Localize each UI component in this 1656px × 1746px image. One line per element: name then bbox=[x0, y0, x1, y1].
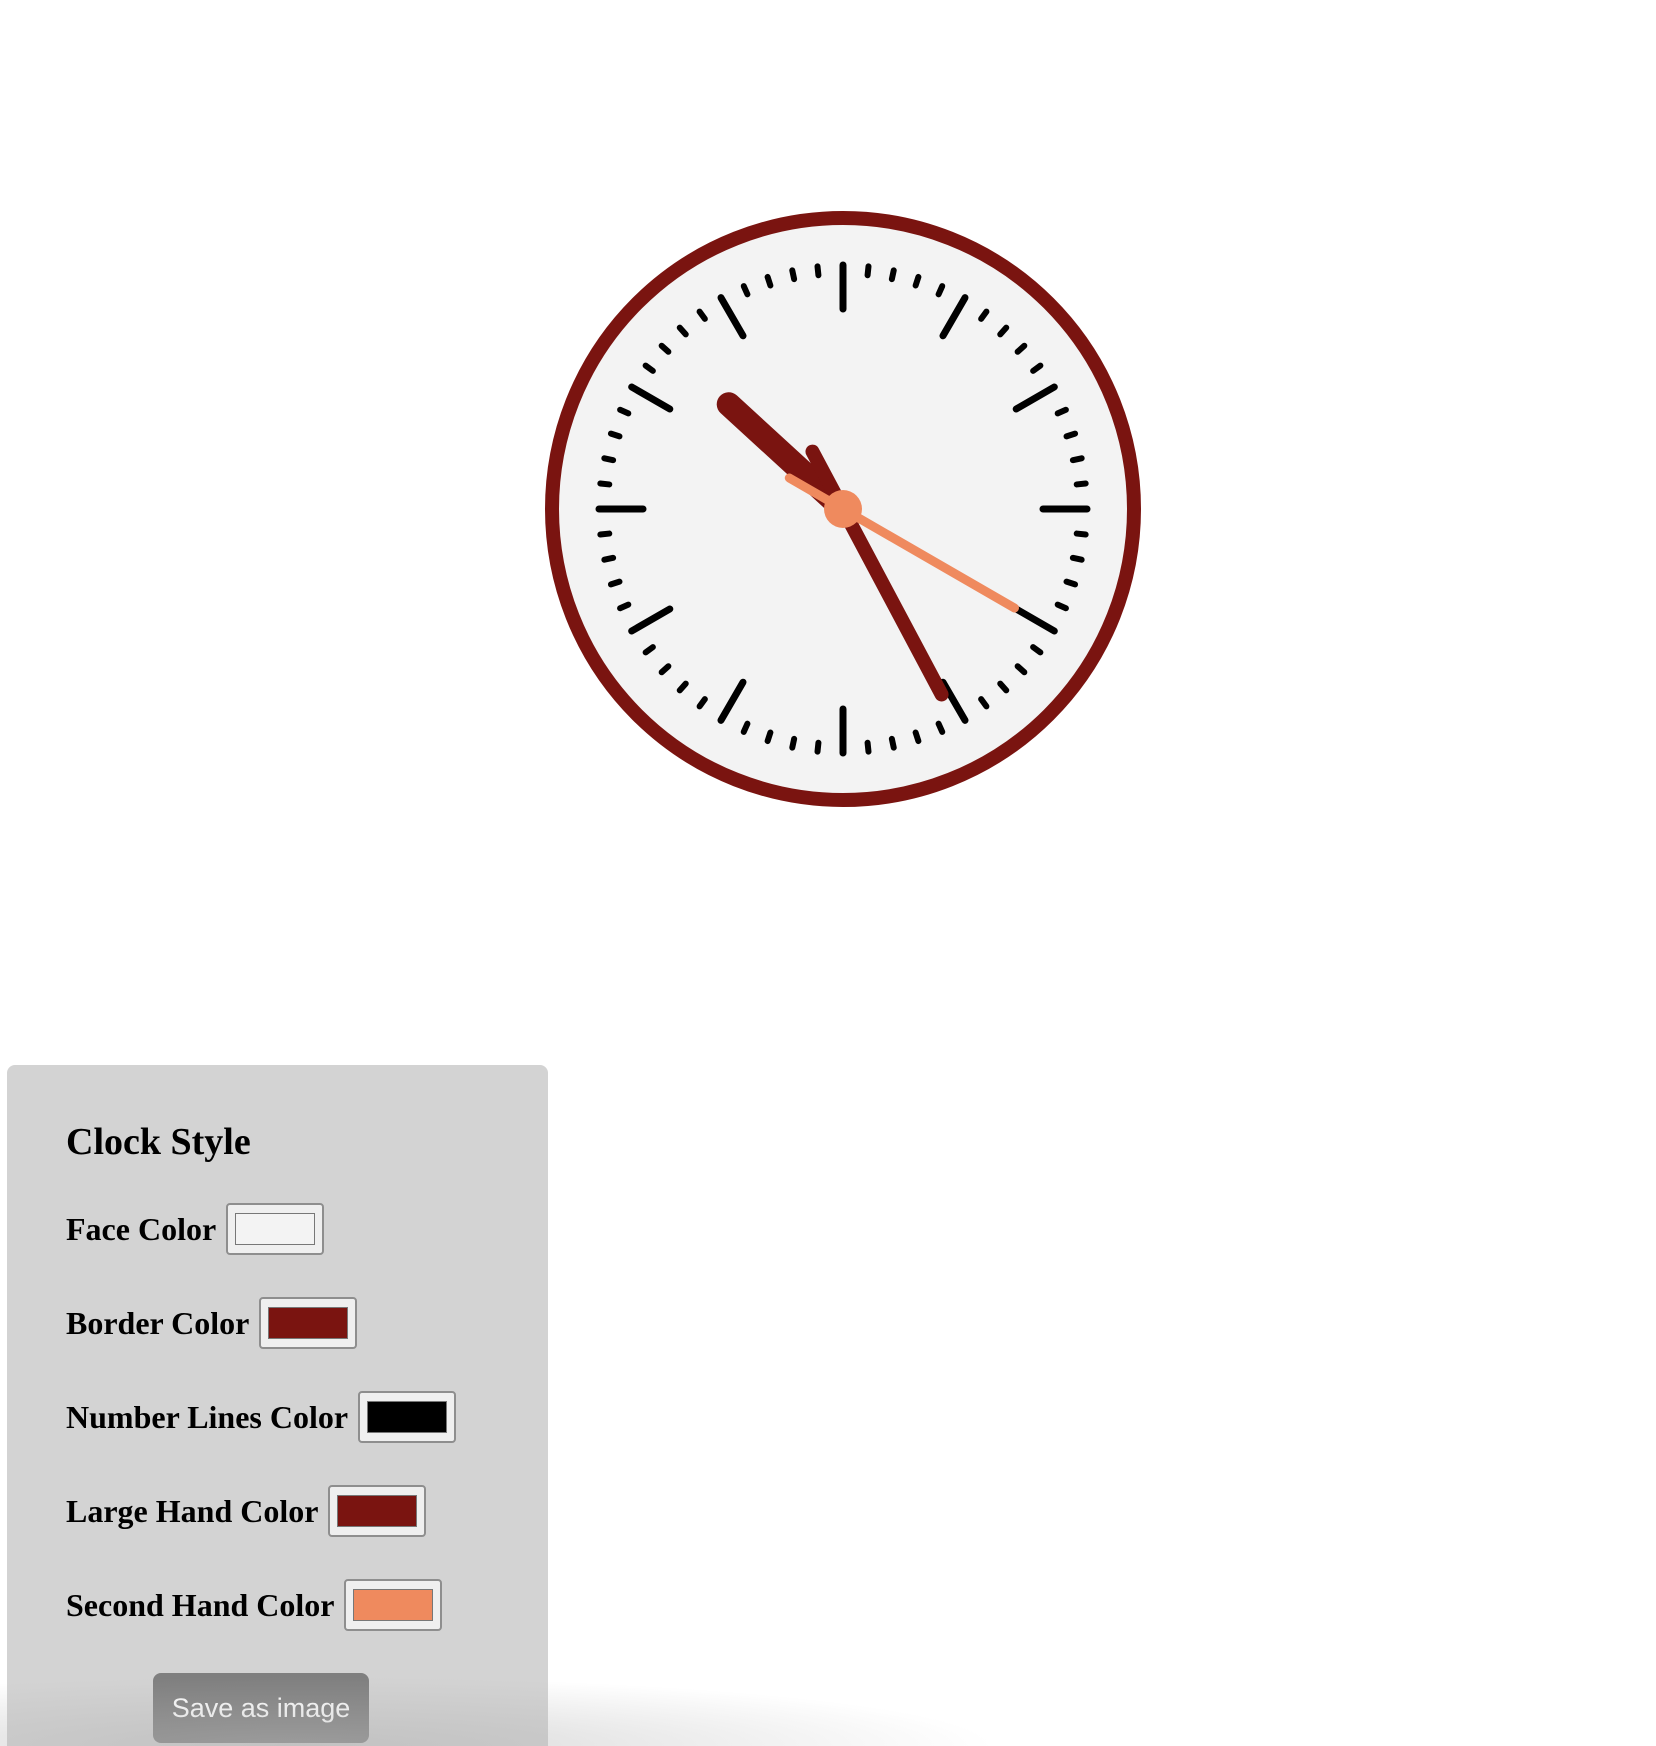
clock-ticks bbox=[595, 261, 1091, 757]
clock-style-panel: Clock Style Face Color Border Color Numb… bbox=[7, 1065, 548, 1746]
minute-tick bbox=[696, 308, 708, 322]
minute-tick bbox=[597, 480, 613, 488]
clock bbox=[543, 209, 1143, 809]
minute-tick bbox=[1063, 430, 1079, 440]
face-color-picker[interactable] bbox=[226, 1203, 325, 1255]
minute-tick bbox=[789, 735, 798, 751]
minute-tick bbox=[789, 267, 798, 283]
minute-tick bbox=[888, 267, 897, 283]
minute-tick bbox=[1063, 578, 1079, 588]
minute-tick bbox=[607, 578, 623, 588]
hour-tick bbox=[628, 383, 674, 413]
minute-tick bbox=[740, 720, 751, 735]
minute-tick bbox=[676, 324, 689, 338]
border-color-swatch bbox=[268, 1307, 349, 1339]
minute-tick bbox=[935, 720, 946, 735]
minute-tick bbox=[1054, 406, 1069, 417]
minute-tick bbox=[888, 735, 897, 751]
save-as-image-button[interactable]: Save as image bbox=[153, 1673, 369, 1743]
minute-tick bbox=[912, 729, 922, 745]
minute-tick bbox=[617, 406, 632, 417]
large-hand-color-label: Large Hand Color bbox=[66, 1492, 319, 1529]
hour-tick bbox=[939, 294, 969, 340]
number-lines-color-picker[interactable] bbox=[358, 1391, 457, 1443]
face-color-swatch bbox=[235, 1213, 316, 1245]
face-color-row: Face Color bbox=[66, 1202, 325, 1256]
minute-tick bbox=[764, 273, 774, 289]
minute-tick bbox=[864, 739, 872, 755]
minute-tick bbox=[814, 739, 822, 755]
number-lines-color-swatch bbox=[367, 1401, 448, 1433]
hour-tick bbox=[1012, 383, 1058, 413]
minute-tick bbox=[1030, 644, 1044, 656]
second-hand-color-label: Second Hand Color bbox=[66, 1586, 335, 1623]
minute-tick bbox=[864, 263, 872, 279]
minute-tick bbox=[1054, 601, 1069, 612]
minute-tick bbox=[696, 696, 708, 710]
minute-tick bbox=[642, 644, 656, 656]
hour-tick bbox=[939, 678, 969, 724]
minute-tick bbox=[740, 283, 751, 298]
minute-tick bbox=[978, 308, 990, 322]
minute-tick bbox=[1014, 342, 1028, 355]
minute-tick bbox=[658, 663, 672, 676]
minute-tick bbox=[814, 263, 822, 279]
minute-tick bbox=[935, 283, 946, 298]
number-lines-color-row: Number Lines Color bbox=[66, 1390, 457, 1444]
minute-tick bbox=[642, 362, 656, 374]
hour-tick bbox=[717, 294, 747, 340]
clock-svg bbox=[545, 211, 1141, 807]
panel-title: Clock Style bbox=[66, 1121, 251, 1163]
number-lines-color-label: Number Lines Color bbox=[66, 1398, 349, 1435]
large-hand-color-row: Large Hand Color bbox=[66, 1484, 427, 1538]
minute-tick bbox=[978, 696, 990, 710]
hour-tick bbox=[717, 678, 747, 724]
minute-tick bbox=[1014, 663, 1028, 676]
minute-tick bbox=[597, 530, 613, 538]
minute-hand bbox=[805, 444, 949, 702]
large-hand-color-picker[interactable] bbox=[328, 1485, 427, 1537]
border-color-row: Border Color bbox=[66, 1296, 358, 1350]
second-hand-color-picker[interactable] bbox=[344, 1579, 443, 1631]
minute-tick bbox=[1073, 530, 1089, 538]
center-cap bbox=[824, 490, 862, 528]
border-color-picker[interactable] bbox=[259, 1297, 358, 1349]
border-color-label: Border Color bbox=[66, 1304, 250, 1341]
minute-tick bbox=[676, 680, 689, 694]
minute-tick bbox=[601, 554, 617, 563]
face-color-label: Face Color bbox=[66, 1210, 217, 1247]
minute-tick bbox=[997, 324, 1010, 338]
minute-tick bbox=[1073, 480, 1089, 488]
minute-tick bbox=[607, 430, 623, 440]
minute-tick bbox=[1030, 362, 1044, 374]
second-hand-color-swatch bbox=[353, 1589, 434, 1621]
second-hand-color-row: Second Hand Color bbox=[66, 1578, 443, 1632]
large-hand-color-swatch bbox=[337, 1495, 418, 1527]
minute-tick bbox=[1069, 455, 1085, 464]
hour-hand bbox=[716, 392, 855, 521]
minute-tick bbox=[1069, 554, 1085, 563]
minute-tick bbox=[912, 273, 922, 289]
minute-tick bbox=[997, 680, 1010, 694]
minute-tick bbox=[764, 729, 774, 745]
hour-tick bbox=[1012, 605, 1058, 635]
minute-tick bbox=[658, 342, 672, 355]
hour-tick bbox=[628, 605, 674, 635]
minute-tick bbox=[617, 601, 632, 612]
minute-tick bbox=[601, 455, 617, 464]
